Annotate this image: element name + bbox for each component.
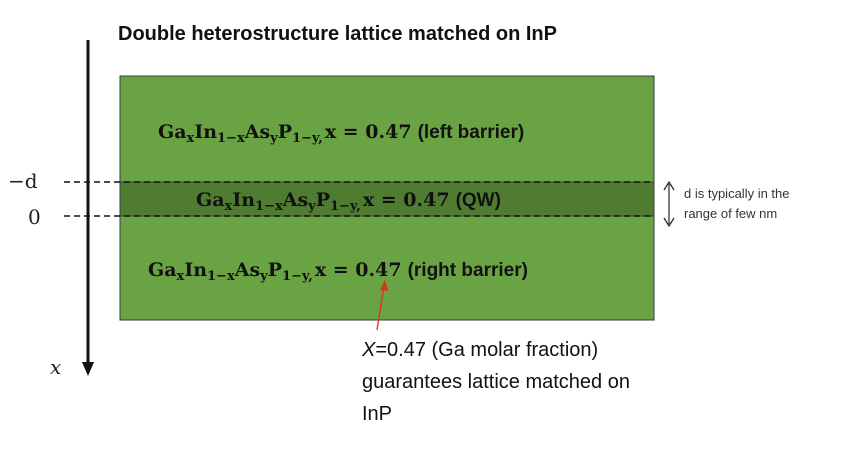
thickness-arrow-head-down (663, 217, 675, 228)
left-barrier-label: (left barrier) (418, 122, 525, 143)
qw-formula: GaxIn1−xAsyP1−y, x = 0.47 (QW) (196, 189, 501, 214)
qw-xvalue: x = 0.47 (363, 189, 450, 211)
thickness-note-line2: range of few nm (684, 206, 777, 221)
x-axis-arrowhead (82, 362, 94, 376)
right-barrier-label: (right barrier) (408, 260, 528, 281)
tick-minus-d: −d (8, 169, 38, 193)
caption-line1: X=0.47 (Ga molar fraction) (361, 339, 598, 361)
thickness-note-line1: d is typically in the (684, 186, 790, 201)
pointer-arrow-line (376, 285, 385, 331)
right-barrier-formula: GaxIn1−xAsyP1−y, x = 0.47 (right barrier) (148, 259, 528, 284)
qw-label: (QW) (456, 190, 501, 211)
diagram-title: Double heterostructure lattice matched o… (118, 23, 557, 45)
caption-line2: guarantees lattice matched on (362, 371, 630, 393)
thickness-arrow-head-up (663, 180, 675, 191)
left-barrier-formula: GaxIn1−xAsyP1−y, x = 0.47 (left barrier) (158, 121, 524, 146)
left-barrier-xvalue: x = 0.47 (325, 121, 412, 143)
right-barrier-layer (119, 215, 655, 321)
x-axis-variable: x (50, 355, 61, 379)
right-barrier-xvalue: x = 0.47 (315, 259, 402, 281)
caption-line3: InP (362, 403, 392, 425)
tick-zero: 0 (28, 205, 41, 229)
pointer-arrow-head (380, 280, 388, 291)
